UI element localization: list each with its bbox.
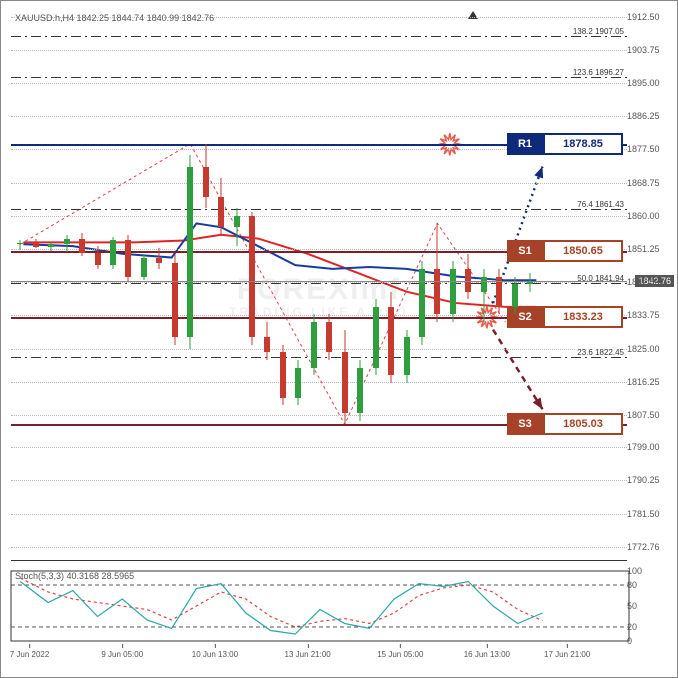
ytick: 1842.50: [627, 277, 672, 287]
ytick: 1781.50: [627, 509, 672, 519]
sr-label: S1: [507, 240, 543, 262]
ytick: 1851.25: [627, 244, 672, 254]
sr-box-S3: S31805.03: [507, 413, 623, 435]
sr-value: 1878.85: [543, 133, 623, 155]
stoch-panel: Stoch(5,3,3) 40.3168 28.5965: [11, 571, 627, 641]
ytick: 1799.00: [627, 442, 672, 452]
yaxis-stoch: 0205080100: [627, 571, 672, 641]
ytick: 1886.25: [627, 111, 672, 121]
sr-value: 1850.65: [543, 240, 623, 262]
xtick: 15 Jun 05:00: [377, 650, 423, 659]
fib-label: 123.6 1896.27: [572, 68, 625, 77]
stoch-svg: [11, 571, 627, 641]
sr-box-R1: R11878.85: [507, 133, 623, 155]
ytick: 1807.50: [627, 410, 672, 420]
ytick: 1790.25: [627, 475, 672, 485]
xtick: 10 Jun 13:00: [192, 650, 238, 659]
ytick: 1825.00: [627, 344, 672, 354]
xtick: 13 Jun 21:00: [284, 650, 330, 659]
ytick: 1816.25: [627, 377, 672, 387]
sr-label: S2: [507, 306, 543, 328]
ytick: 1833.75: [627, 310, 672, 320]
stoch-ytick: 0: [627, 636, 672, 646]
ytick: 1772.76: [627, 542, 672, 552]
ytick: 1877.50: [627, 144, 672, 154]
stoch-ytick: 50: [627, 601, 672, 611]
yaxis-main: 1772.76 1781.50 1790.25 1799.00 1807.50 1816.…: [627, 11, 672, 561]
sr-value: 1805.03: [543, 413, 623, 435]
xtick: 16 Jun 13:00: [464, 650, 510, 659]
sr-box-S2: S21833.23: [507, 306, 623, 328]
sr-box-S1: S11850.65: [507, 240, 623, 262]
xtick: 7 Jun 2022: [10, 650, 50, 659]
fib-label: 76.4 1861.43: [576, 200, 625, 209]
ytick: 1903.75: [627, 45, 672, 55]
ytick: 1868.75: [627, 178, 672, 188]
chart-container: XAUUSD.h,H4 1842.25 1844.74 1840.99 1842…: [0, 0, 678, 678]
stoch-ytick: 100: [627, 566, 672, 576]
sr-label: S3: [507, 413, 543, 435]
fib-label: 138.2 1907.05: [572, 27, 625, 36]
ytick: 1860.00: [627, 211, 672, 221]
main-chart-area: XAUUSD.h,H4 1842.25 1844.74 1840.99 1842…: [11, 11, 627, 561]
stoch-title: Stoch(5,3,3) 40.3168 28.5965: [15, 571, 134, 581]
chart-title: XAUUSD.h,H4 1842.25 1844.74 1840.99 1842…: [15, 13, 214, 23]
fib-label: 23.6 1822.45: [576, 348, 625, 357]
xaxis: 7 Jun 2022 9 Jun 05:00 10 Jun 13:00 13 Jun …: [11, 639, 627, 667]
stoch-ytick: 20: [627, 622, 672, 632]
sr-label: R1: [507, 133, 543, 155]
ytick: 1912.50: [627, 12, 672, 22]
xtick: 9 Jun 05:00: [101, 650, 143, 659]
ytick: 1895.00: [627, 78, 672, 88]
stoch-ytick: 80: [627, 580, 672, 590]
main-chart-svg: [11, 11, 627, 560]
sr-value: 1833.23: [543, 306, 623, 328]
xtick: 17 Jun 21:00: [544, 650, 590, 659]
